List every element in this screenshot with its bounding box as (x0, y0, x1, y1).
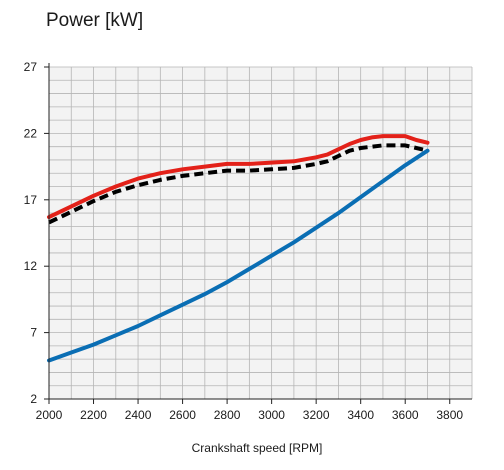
x-tick-label: 2200 (80, 408, 107, 422)
y-tick-label: 17 (24, 193, 38, 207)
x-tick-labels: 2000 2200 2400 2600 2800 3000 3200 3400 3600 3800 (36, 408, 464, 422)
y-tick-label: 27 (24, 60, 38, 74)
series-line-1 (47, 134, 430, 220)
x-tick-label: 2800 (214, 408, 241, 422)
y-tick-label: 7 (30, 326, 37, 340)
x-tick-label: 3200 (303, 408, 330, 422)
x-tick-label: 3800 (436, 408, 463, 422)
x-tick-label: 3000 (258, 408, 285, 422)
axes (44, 63, 472, 404)
series-line-2 (48, 143, 428, 225)
x-axis-label: Crankshaft speed [RPM] (192, 441, 323, 455)
y-tick-label: 12 (24, 259, 38, 273)
y-tick-label: 22 (24, 126, 38, 140)
chart-title: Power [kW] (46, 10, 144, 31)
x-tick-label: 3600 (392, 408, 419, 422)
y-tick-label: 2 (30, 392, 37, 406)
x-tick-label: 3400 (347, 408, 374, 422)
series-layer (47, 134, 430, 363)
x-tick-label: 2400 (125, 408, 152, 422)
plot-background (49, 67, 472, 399)
x-tick-label: 2600 (169, 408, 196, 422)
x-tick-label: 2000 (36, 408, 63, 422)
series-line-3 (47, 148, 430, 363)
